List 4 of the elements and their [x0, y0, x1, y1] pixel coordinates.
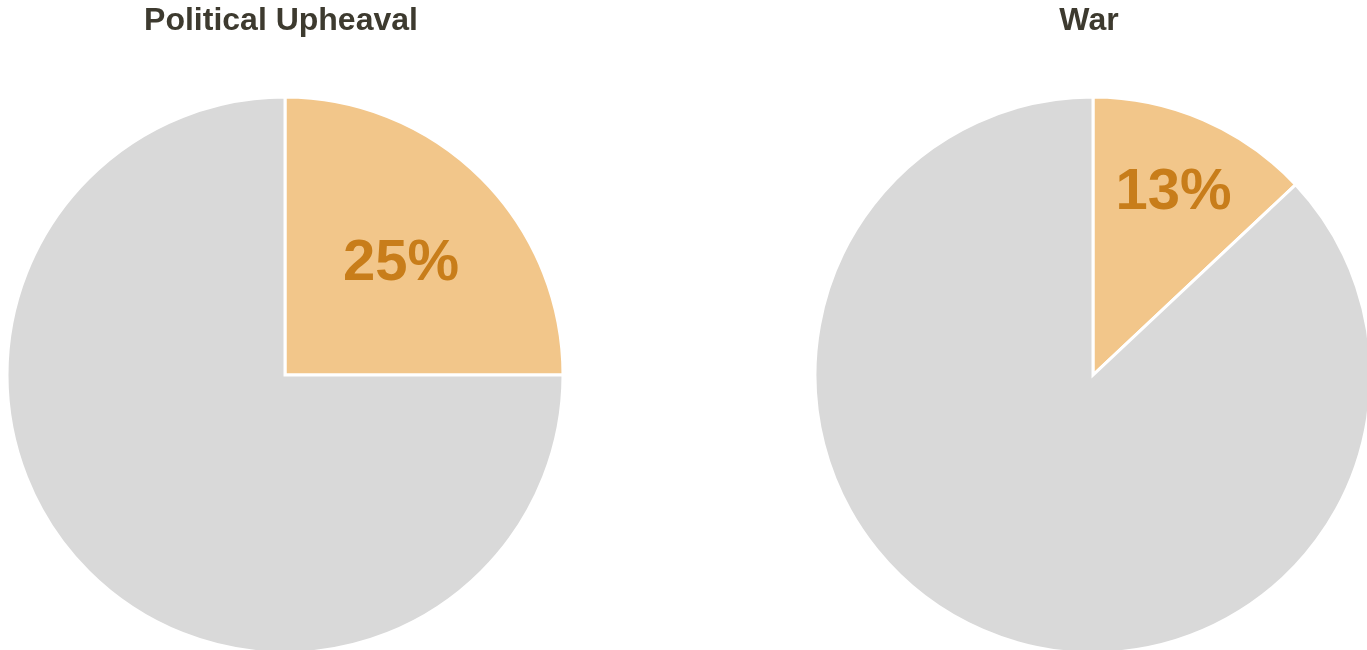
data-label: 13% [1115, 156, 1232, 222]
chart-title: War [1058, 0, 1120, 38]
data-label: 25% [342, 226, 460, 292]
chart-title: Political Upheaval [143, 0, 419, 38]
